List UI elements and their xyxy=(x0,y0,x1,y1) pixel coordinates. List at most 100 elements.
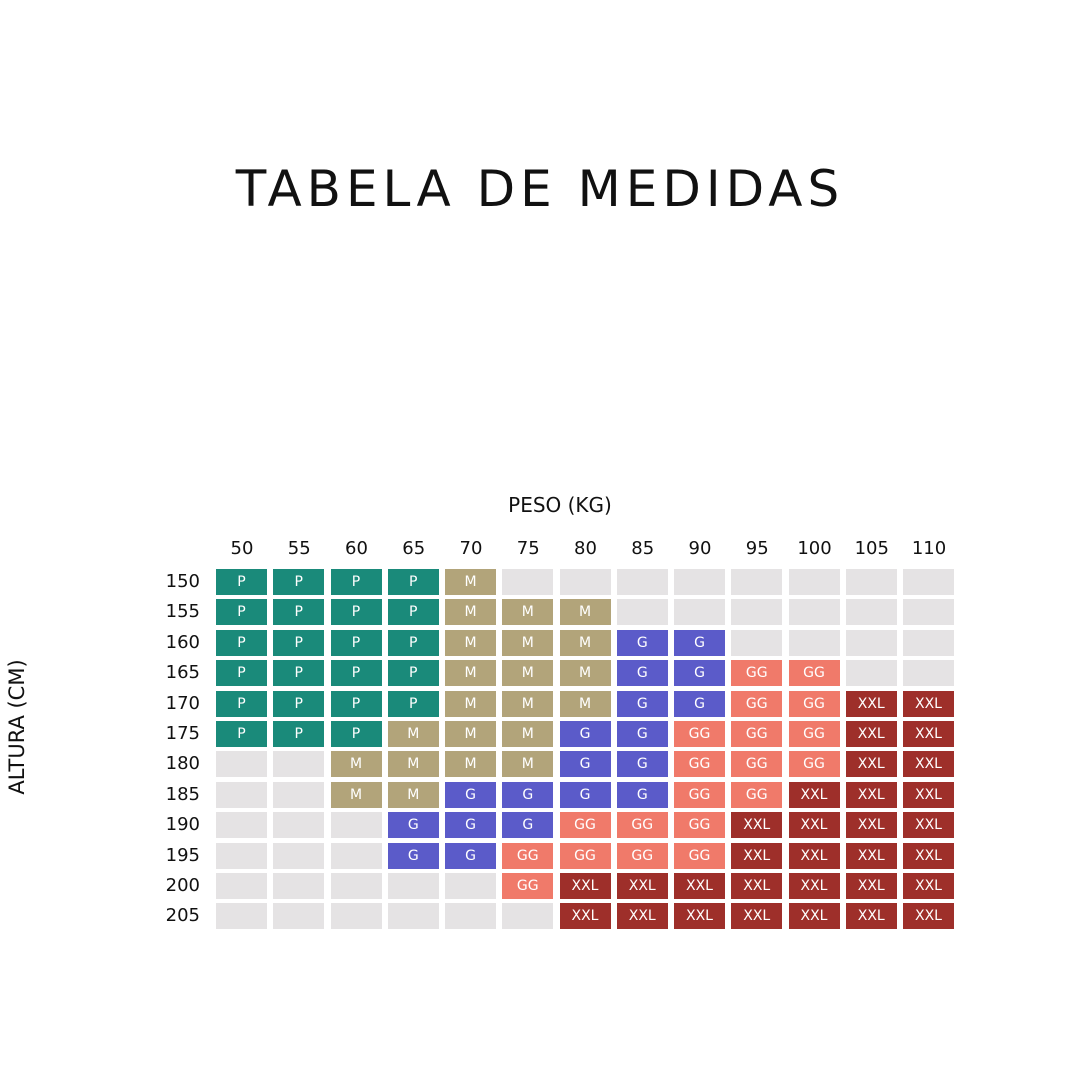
y-tick-label: 170 xyxy=(165,692,200,714)
size-cell-xxl: XXL xyxy=(903,873,954,899)
size-cell-gg: GG xyxy=(674,781,725,808)
empty-cell xyxy=(216,751,267,778)
size-cell-p: P xyxy=(216,721,267,747)
empty-cell xyxy=(788,569,840,595)
empty-cell xyxy=(731,629,783,656)
size-cell-m: M xyxy=(502,721,554,747)
size-cell-p: P xyxy=(273,629,325,656)
size-cell-g: G xyxy=(502,781,554,808)
size-cell-p: P xyxy=(330,599,382,626)
size-cell-m: M xyxy=(559,660,611,687)
size-cell-xxl: XXL xyxy=(788,842,840,869)
empty-cell xyxy=(674,599,725,626)
y-tick-label: 160 xyxy=(165,631,200,653)
size-cell-p: P xyxy=(387,599,439,626)
x-tick-label: 110 xyxy=(911,538,947,559)
size-cell-m: M xyxy=(445,660,496,687)
size-cell-xxl: XXL xyxy=(559,873,611,899)
size-cell-xxl: XXL xyxy=(845,690,897,717)
x-tick-label: 50 xyxy=(230,538,254,559)
size-cell-xxl: XXL xyxy=(845,873,897,899)
size-cell-gg: GG xyxy=(674,721,725,747)
size-cell-gg: GG xyxy=(788,690,840,717)
size-cell-p: P xyxy=(330,721,382,747)
size-cell-g: G xyxy=(387,842,439,869)
y-tick-label: 155 xyxy=(165,601,200,623)
empty-cell xyxy=(330,903,382,930)
size-cell-g: G xyxy=(616,660,668,687)
size-cell-g: G xyxy=(674,629,725,656)
size-cell-xxl: XXL xyxy=(845,781,897,808)
empty-cell xyxy=(731,599,783,626)
size-cell-m: M xyxy=(502,599,554,626)
size-cell-m: M xyxy=(502,629,554,656)
size-cell-xxl: XXL xyxy=(731,903,783,930)
size-cell-xxl: XXL xyxy=(903,690,954,717)
y-tick-label: 165 xyxy=(165,662,200,684)
size-cell-xxl: XXL xyxy=(845,812,897,839)
size-cell-m: M xyxy=(387,751,439,778)
x-tick-label: 80 xyxy=(574,538,597,559)
size-cell-gg: GG xyxy=(731,751,783,778)
x-tick-label: 105 xyxy=(854,538,889,559)
empty-cell xyxy=(674,569,725,595)
size-cell-g: G xyxy=(616,721,668,747)
size-cell-xxl: XXL xyxy=(616,873,668,899)
empty-cell xyxy=(445,873,496,899)
size-cell-xxl: XXL xyxy=(731,842,783,869)
size-cell-xxl: XXL xyxy=(788,781,840,808)
size-cell-p: P xyxy=(387,569,439,595)
empty-cell xyxy=(559,569,611,595)
size-cell-m: M xyxy=(502,690,554,717)
size-cell-gg: GG xyxy=(616,842,668,869)
size-cell-g: G xyxy=(616,690,668,717)
empty-cell xyxy=(216,903,267,930)
size-cell-g: G xyxy=(445,812,496,839)
y-tick-label: 175 xyxy=(165,723,200,744)
empty-cell xyxy=(903,569,954,595)
size-cell-gg: GG xyxy=(616,812,668,839)
size-cell-xxl: XXL xyxy=(788,873,840,899)
y-tick-label: 150 xyxy=(165,571,200,592)
size-cell-m: M xyxy=(445,629,496,656)
page-title: TABELA DE MEDIDAS xyxy=(235,160,845,218)
size-cell-p: P xyxy=(330,660,382,687)
y-tick-label: 180 xyxy=(165,753,200,775)
size-cell-xxl: XXL xyxy=(903,721,954,747)
size-cell-g: G xyxy=(674,690,725,717)
size-cell-p: P xyxy=(330,629,382,656)
size-cell-xxl: XXL xyxy=(903,812,954,839)
empty-cell xyxy=(216,873,267,899)
size-cell-p: P xyxy=(387,690,439,717)
y-tick-label: 200 xyxy=(165,875,200,896)
size-cell-gg: GG xyxy=(674,842,725,869)
y-tick-label: 205 xyxy=(165,905,200,927)
size-cell-m: M xyxy=(502,660,554,687)
size-cell-gg: GG xyxy=(731,690,783,717)
size-cell-gg: GG xyxy=(731,660,783,687)
empty-cell xyxy=(273,812,325,839)
size-cell-m: M xyxy=(330,781,382,808)
size-cell-g: G xyxy=(616,629,668,656)
empty-cell xyxy=(903,629,954,656)
x-tick-label: 65 xyxy=(402,538,426,559)
size-cell-gg: GG xyxy=(731,721,783,747)
size-cell-g: G xyxy=(445,781,496,808)
empty-cell xyxy=(502,569,554,595)
x-tick-label: 75 xyxy=(516,538,540,559)
size-cell-m: M xyxy=(445,751,496,778)
size-cell-xxl: XXL xyxy=(845,842,897,869)
x-tick-label: 70 xyxy=(459,538,483,559)
size-cell-p: P xyxy=(216,660,267,687)
size-cell-m: M xyxy=(445,599,496,626)
size-cell-xxl: XXL xyxy=(903,842,954,869)
size-cell-p: P xyxy=(216,629,267,656)
size-cell-p: P xyxy=(273,660,325,687)
size-cell-m: M xyxy=(387,721,439,747)
size-cell-p: P xyxy=(273,569,325,595)
size-cell-xxl: XXL xyxy=(903,751,954,778)
size-cell-gg: GG xyxy=(788,751,840,778)
empty-cell xyxy=(387,903,439,930)
empty-cell xyxy=(845,629,897,656)
empty-cell xyxy=(616,569,668,595)
